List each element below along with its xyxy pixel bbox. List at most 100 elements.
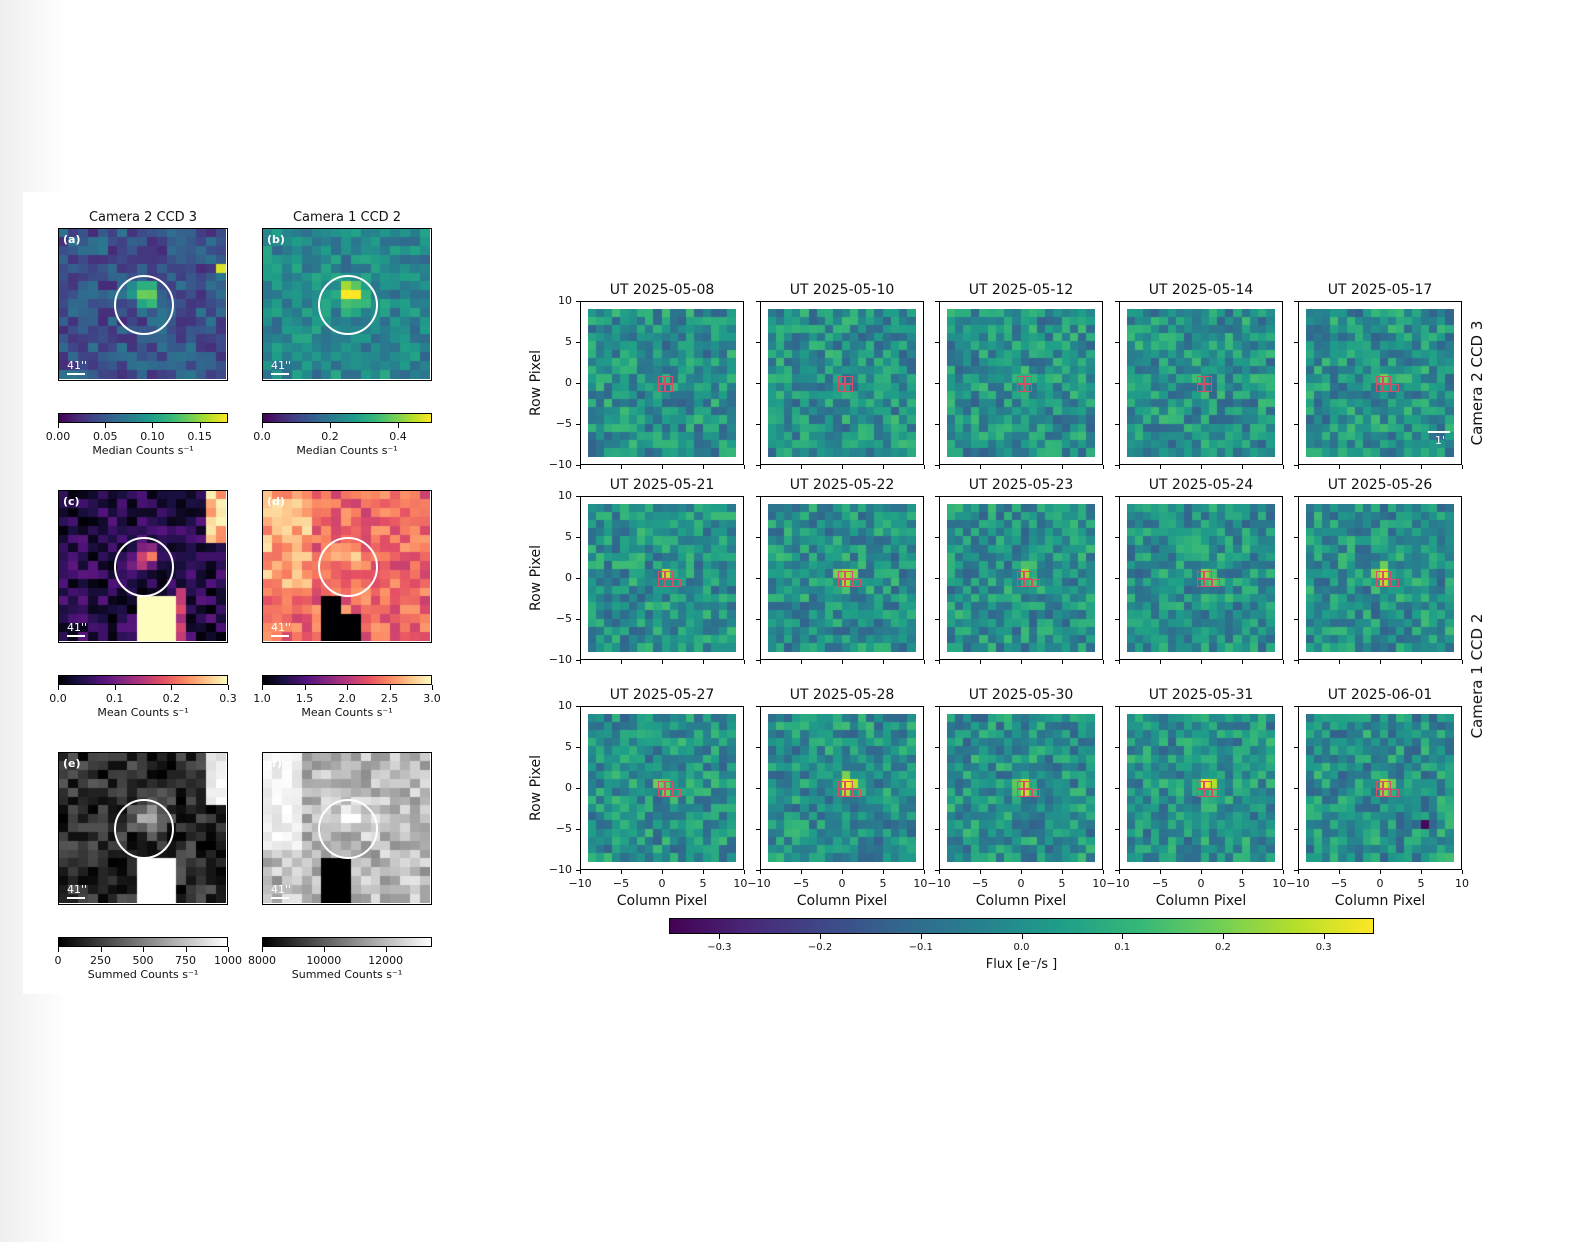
y-tick-label: 0 — [565, 571, 572, 584]
y-tick-mark — [1294, 788, 1298, 789]
y-tick-mark — [935, 465, 939, 466]
colorbar — [262, 413, 432, 423]
y-tick-mark — [576, 788, 580, 789]
aperture-pixel — [845, 383, 853, 392]
column-pixel-axis-label: Column Pixel — [796, 893, 888, 909]
colorbar-label: Mean Counts s⁻¹ — [97, 706, 189, 719]
flux-colorbar — [669, 918, 1374, 934]
colorbar-tick-mark — [58, 685, 59, 690]
y-tick-label: −5 — [555, 822, 572, 835]
y-tick-label: 0 — [565, 376, 572, 389]
y-tick-mark — [935, 706, 939, 707]
flux-heatmap — [588, 504, 736, 652]
aperture-circle — [318, 537, 378, 597]
column-pixel-axis-label: Column Pixel — [1334, 893, 1426, 909]
colorbar-label: Median Counts s⁻¹ — [92, 444, 194, 457]
colorbar-tick-label: 250 — [90, 954, 111, 967]
x-tick-mark — [1283, 465, 1284, 469]
scale-bar-label: 41'' — [67, 883, 88, 896]
colorbar — [262, 937, 432, 947]
aperture-pixel — [1016, 578, 1025, 587]
flux-heatmap — [1306, 504, 1454, 652]
aperture-pixel — [1016, 383, 1025, 392]
aperture-pixel — [1375, 571, 1384, 579]
y-tick-mark — [576, 578, 580, 579]
x-tick-label: −10 — [568, 877, 592, 890]
colorbar-tick-mark — [820, 934, 822, 939]
y-tick-mark — [935, 578, 939, 579]
x-tick-mark — [1062, 870, 1063, 874]
colorbar-tick-label: 0.1 — [105, 692, 124, 705]
aperture-pixel — [1196, 788, 1205, 797]
x-tick-mark — [744, 465, 745, 469]
flux-heatmap — [768, 504, 916, 652]
x-tick-mark — [1160, 660, 1161, 664]
x-tick-mark — [1283, 660, 1284, 664]
y-tick-mark — [756, 465, 760, 466]
y-tick-label: −10 — [548, 653, 572, 666]
aperture-pixel — [1211, 788, 1220, 797]
colorbar-tick-label: 0.0 — [49, 692, 67, 705]
x-tick-mark — [744, 660, 745, 664]
image-panel-b: (b) 41'' — [262, 228, 432, 381]
aperture-pixel — [845, 376, 853, 384]
x-tick-mark — [842, 660, 843, 664]
y-tick-label: −10 — [548, 863, 572, 876]
left-column-title: Camera 1 CCD 2 — [292, 210, 402, 225]
colorbar-tick-mark — [185, 947, 187, 952]
y-tick-mark — [576, 383, 580, 384]
aperture-pixel — [665, 781, 673, 789]
aperture-pixel — [657, 788, 666, 797]
colorbar-tick-label: 0.10 — [140, 430, 165, 443]
panel-label: (e) — [63, 757, 81, 770]
scale-bar: 41'' — [271, 359, 291, 375]
colorbar-tick-label: 0.0 — [253, 430, 271, 443]
x-tick-mark — [1119, 660, 1120, 664]
aperture-pixel — [1196, 781, 1205, 789]
x-tick-label: 0 — [838, 877, 846, 890]
scale-bar: 41'' — [67, 621, 87, 637]
colorbar-tick-mark — [385, 947, 387, 952]
aperture-circle — [114, 275, 174, 335]
x-tick-label: 5 — [879, 877, 887, 890]
x-tick-mark — [1242, 465, 1243, 469]
y-tick-mark — [1294, 424, 1298, 425]
colorbar-tick-mark — [330, 423, 331, 428]
y-tick-mark — [935, 619, 939, 620]
aperture-pixel — [1024, 383, 1032, 392]
x-tick-mark — [1421, 465, 1422, 469]
aperture-pixel — [1031, 788, 1040, 797]
x-tick-mark — [621, 660, 622, 664]
x-tick-mark — [621, 465, 622, 469]
colorbar-tick-label: 3.0 — [423, 692, 441, 705]
panel-date-title: UT 2025-05-28 — [789, 687, 895, 703]
colorbar-tick-mark — [199, 423, 201, 428]
y-tick-mark — [935, 537, 939, 538]
colorbar-tick-label: 12000 — [368, 954, 404, 967]
aperture-pixel — [837, 788, 846, 797]
y-tick-label: −10 — [548, 458, 572, 471]
colorbar-tick-mark — [920, 934, 922, 939]
colorbar-label: Mean Counts s⁻¹ — [301, 706, 393, 719]
x-tick-mark — [1021, 660, 1022, 664]
x-tick-mark — [1201, 660, 1202, 664]
aperture-pixel — [837, 376, 846, 384]
aperture-circle — [318, 799, 378, 859]
x-tick-mark — [801, 870, 802, 874]
x-tick-mark — [1462, 660, 1463, 664]
flux-heatmap — [1127, 309, 1275, 457]
colorbar-tick-mark — [304, 685, 306, 690]
colorbar-tick-mark — [228, 947, 229, 952]
aperture-pixel — [852, 578, 861, 587]
flux-heatmap — [947, 714, 1095, 862]
panel-date-title: UT 2025-06-01 — [1327, 687, 1433, 703]
x-tick-mark — [939, 660, 940, 664]
y-tick-label: −5 — [555, 417, 572, 430]
colorbar — [262, 675, 432, 685]
image-panel-c: (c) 41'' — [58, 490, 228, 643]
image-panel-d: (d) 41'' — [262, 490, 432, 643]
aperture-pixel — [1024, 781, 1032, 789]
x-tick-label: −5 — [612, 877, 630, 890]
y-tick-mark — [576, 465, 580, 466]
x-tick-mark — [1421, 870, 1422, 874]
